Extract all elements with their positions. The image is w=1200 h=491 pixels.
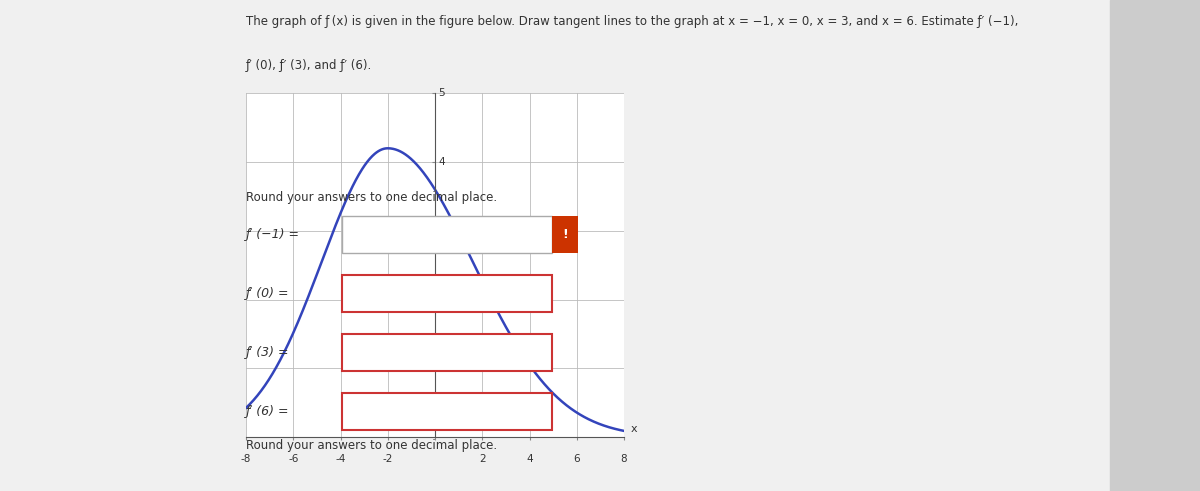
Text: 4: 4 <box>438 157 445 167</box>
Text: 4: 4 <box>526 454 533 464</box>
Text: Round your answers to one decimal place.: Round your answers to one decimal place. <box>246 191 497 204</box>
Text: -8: -8 <box>241 454 251 464</box>
Text: 1: 1 <box>438 363 445 373</box>
Text: 5: 5 <box>438 88 445 98</box>
Text: ƒ′ (0) =: ƒ′ (0) = <box>246 287 289 300</box>
Text: -4: -4 <box>335 454 346 464</box>
Text: 6: 6 <box>574 454 580 464</box>
Text: -2: -2 <box>383 454 392 464</box>
Text: -6: -6 <box>288 454 299 464</box>
Text: 3: 3 <box>438 226 445 236</box>
Text: 2: 2 <box>479 454 486 464</box>
Text: ƒ′ (3) =: ƒ′ (3) = <box>246 346 289 359</box>
Text: x: x <box>631 424 637 434</box>
Text: !: ! <box>563 228 568 241</box>
Text: 2: 2 <box>438 295 445 304</box>
Text: 8: 8 <box>620 454 628 464</box>
Text: ƒ′ (−1) =: ƒ′ (−1) = <box>246 228 300 241</box>
Text: ƒ′ (0), ƒ′ (3), and ƒ′ (6).: ƒ′ (0), ƒ′ (3), and ƒ′ (6). <box>246 59 372 72</box>
Text: Round your answers to one decimal place.: Round your answers to one decimal place. <box>246 439 497 452</box>
Text: ƒ′ (6) =: ƒ′ (6) = <box>246 405 289 418</box>
Text: The graph of ƒ (x) is given in the figure below. Draw tangent lines to the graph: The graph of ƒ (x) is given in the figur… <box>246 15 1019 27</box>
